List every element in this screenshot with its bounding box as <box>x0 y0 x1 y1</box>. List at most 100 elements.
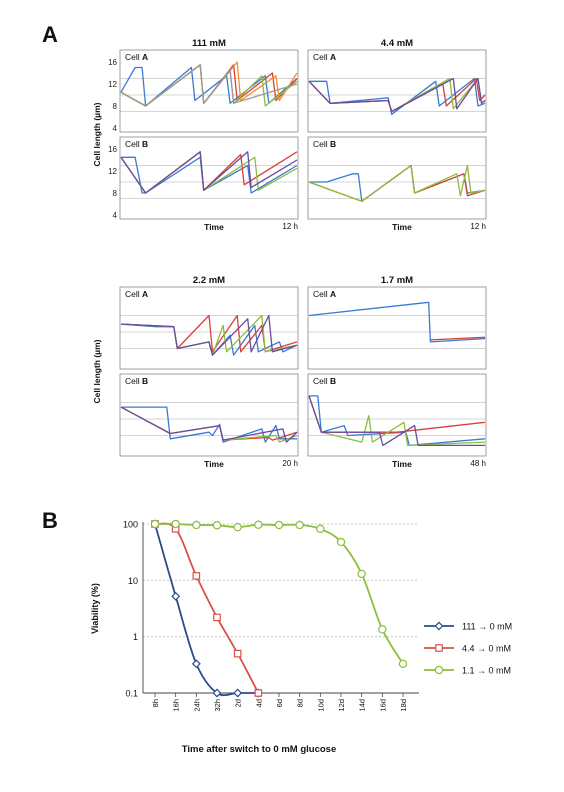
data-point <box>233 649 242 658</box>
x-tick-label: 16d <box>378 699 387 712</box>
trace-purple <box>120 151 298 194</box>
legend-label: 111 → 0 mM <box>462 622 512 632</box>
series-2 <box>151 520 263 697</box>
trace-purple <box>308 395 485 447</box>
x-tick-label: 10d <box>316 699 325 712</box>
data-point <box>192 572 201 580</box>
cell-box <box>119 286 299 370</box>
data-point <box>434 621 444 631</box>
y-tick-label: 8 <box>113 102 118 111</box>
cell-label: Cell B <box>125 139 148 149</box>
data-point <box>254 520 263 529</box>
data-point <box>192 520 201 530</box>
cell-label: Cell B <box>125 376 148 386</box>
trace-blue <box>308 301 486 343</box>
x-tick-label: 24h <box>192 699 201 712</box>
x-tick-label: 14d <box>358 699 367 712</box>
panel-title-111-mm: 111 mM <box>192 38 226 49</box>
trace-blue <box>309 77 486 115</box>
y-tick-label: 8 <box>113 189 118 198</box>
trace-purple <box>308 77 486 113</box>
data-point <box>316 524 325 534</box>
x-end-label: 12 h <box>282 222 298 231</box>
x-tick-label: 8h <box>151 699 160 707</box>
data-point <box>150 519 160 529</box>
y-tick-label: 12 <box>108 167 117 176</box>
trace-blue <box>120 66 298 107</box>
data-point <box>378 625 387 634</box>
data-point <box>336 537 346 547</box>
x-tick-label: 6d <box>275 699 284 707</box>
y-tick-label: 16 <box>108 145 117 154</box>
x-tick-label: 12d <box>337 699 346 712</box>
cell-box <box>119 136 299 220</box>
cell-label: Cell A <box>313 52 336 62</box>
data-point <box>212 688 222 698</box>
trace-gray <box>120 64 298 107</box>
x-axis-label: Time <box>392 459 412 469</box>
y-tick-label: 0.1 <box>125 689 138 699</box>
x-tick-label: 16h <box>172 699 181 712</box>
x-tick-label: 18d <box>399 699 408 712</box>
data-point <box>212 521 222 530</box>
y-axis-label: Cell length (µm) <box>92 339 102 403</box>
trace-green <box>308 395 486 447</box>
x-end-label: 48 h <box>470 459 486 468</box>
y-tick-label: 1 <box>133 632 138 642</box>
cell-box <box>119 49 299 133</box>
panel-a-letter: A <box>42 22 58 47</box>
panel-title-2-2-mm: 2.2 mM <box>193 275 225 286</box>
data-point <box>357 569 366 579</box>
data-point <box>171 519 180 529</box>
y-axis-label: Viability (%) <box>90 583 100 634</box>
data-point <box>233 522 242 532</box>
cell-box <box>307 373 487 457</box>
cell-label: Cell B <box>313 139 336 149</box>
x-axis-label: Time <box>392 222 412 232</box>
data-point <box>398 659 408 668</box>
data-point <box>254 689 263 697</box>
cell-label: Cell A <box>125 289 148 299</box>
x-axis-label: Time <box>204 222 224 232</box>
x-axis-label: Time after switch to 0 mM glucose <box>182 744 337 755</box>
cell-label: Cell A <box>313 289 336 299</box>
y-tick-label: 100 <box>123 520 138 530</box>
panel-b: 100 10 1 0.1 8h 16h 24h 32h 2d 4d 6d 8d 10d 12d 14d 16d… <box>90 520 512 756</box>
data-point <box>171 591 181 601</box>
y-tick-label: 12 <box>108 80 117 89</box>
y-tick-label: 4 <box>113 211 118 220</box>
cell-box <box>307 49 487 133</box>
data-point <box>434 665 444 675</box>
trace-green <box>308 164 486 202</box>
x-tick-label: 8d <box>296 699 305 707</box>
data-point <box>213 613 221 622</box>
cell-box <box>307 136 487 220</box>
y-axis-label: Cell length (µm) <box>92 102 102 166</box>
panel-title-1-7-mm: 1.7 mM <box>381 275 413 286</box>
x-tick-label: 2d <box>234 699 243 707</box>
data-point <box>274 520 284 530</box>
x-tick-label: 4d <box>254 699 263 707</box>
cell-label: Cell A <box>125 52 148 62</box>
legend-label: 4.4 → 0 mM <box>462 644 511 654</box>
panel-a: 111 mM Cell A 16 12 8 4 Cell B 16 12 8 4 Time 12 h Ce… <box>92 38 487 469</box>
legend-label: 1.1 → 0 mM <box>462 666 511 676</box>
series-3 <box>150 519 408 668</box>
data-point <box>233 688 243 698</box>
cell-box <box>119 373 299 457</box>
trace-blue <box>309 395 486 447</box>
panel-title-4-4-mm: 4.4 mM <box>381 38 413 49</box>
trace-purple <box>120 406 298 443</box>
series-line <box>154 523 259 697</box>
x-end-label: 12 h <box>470 222 486 231</box>
trace-purple <box>120 314 298 356</box>
trace-red <box>430 336 486 341</box>
y-tick-label: 16 <box>108 58 117 67</box>
series-line <box>154 523 404 665</box>
cell-label: Cell B <box>313 376 336 386</box>
cell-box <box>307 286 487 370</box>
panel-b-letter: B <box>42 508 58 533</box>
data-point <box>435 644 443 652</box>
x-axis-label: Time <box>204 459 224 469</box>
